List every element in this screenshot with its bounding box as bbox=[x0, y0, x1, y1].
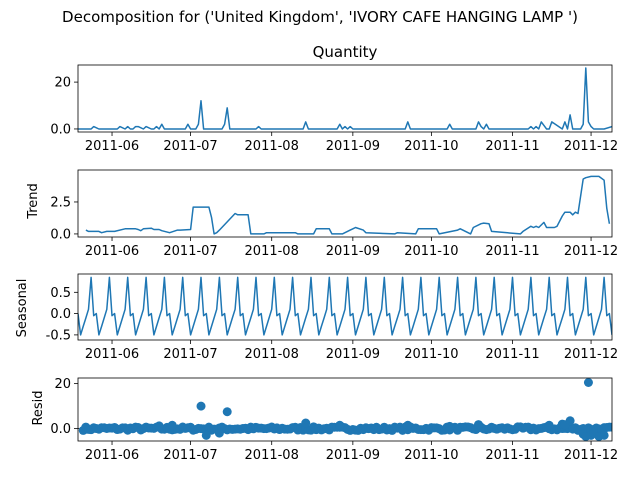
x-tick-label: 2011-10 bbox=[404, 448, 458, 463]
x-tick-label: 2011-12 bbox=[564, 347, 618, 362]
x-tick-label: 2011-09 bbox=[326, 139, 380, 154]
series-line bbox=[78, 67, 612, 130]
x-tick-label: 2011-10 bbox=[404, 347, 458, 362]
y-tick-label: 0.5 bbox=[50, 286, 71, 301]
figure-suptitle: Decomposition for ('United Kingdom', 'IV… bbox=[62, 8, 578, 26]
x-tick-label: 2011-08 bbox=[245, 244, 299, 259]
plot-area bbox=[78, 276, 612, 336]
y-tick-label: 20 bbox=[54, 76, 71, 91]
quantity-panel-title: Quantity bbox=[313, 43, 378, 61]
y-tick-label: 0.0 bbox=[50, 307, 71, 322]
x-tick-label: 2011-11 bbox=[485, 347, 539, 362]
seasonal-panel: Seasonal 2011-06 2011-07 2011-08 2011-09 201… bbox=[15, 273, 618, 362]
x-tick-label: 2011-11 bbox=[485, 139, 539, 154]
resid-point bbox=[196, 401, 206, 411]
x-tick-label: 2011-06 bbox=[85, 448, 139, 463]
x-tick-label: 2011-06 bbox=[85, 347, 139, 362]
resid-point bbox=[445, 421, 455, 431]
trend-panel: Trend 2011-06 2011-07 2011-08 2011-09 2011-1… bbox=[26, 169, 618, 259]
resid-point bbox=[214, 428, 224, 438]
resid-axis-label: Resid bbox=[31, 390, 46, 425]
x-tick-label: 2011-12 bbox=[564, 448, 618, 463]
y-tick-label: 20 bbox=[54, 377, 71, 392]
resid-point bbox=[474, 420, 483, 430]
x-tick-label: 2011-09 bbox=[326, 448, 380, 463]
x-tick-label: 2011-07 bbox=[163, 347, 217, 362]
plot-area bbox=[78, 378, 612, 441]
x-tick-label: 2011-07 bbox=[163, 139, 217, 154]
resid-panel: Resid 2011-06 2011-07 2011-08 2011-09 2011-1… bbox=[31, 377, 618, 463]
resid-point bbox=[154, 421, 164, 431]
quantity-panel: Quantity 2011-06 2011-07 2011-08 2011-09 201… bbox=[50, 43, 618, 154]
resid-point bbox=[167, 420, 177, 430]
axes-frame bbox=[77, 64, 613, 133]
x-tick-label: 2011-12 bbox=[564, 139, 618, 154]
x-tick-label: 2011-08 bbox=[245, 448, 299, 463]
resid-point bbox=[544, 420, 554, 430]
resid-point bbox=[403, 420, 413, 430]
x-tick-label: 2011-10 bbox=[404, 139, 458, 154]
resid-point bbox=[565, 416, 575, 426]
y-tick-label: 0.0 bbox=[50, 122, 71, 137]
resid-point bbox=[599, 430, 609, 440]
x-tick-label: 2011-09 bbox=[326, 244, 380, 259]
x-tick-label: 2011-09 bbox=[326, 347, 380, 362]
plot-area bbox=[85, 175, 611, 235]
axes-frame bbox=[77, 377, 613, 442]
x-tick-label: 2011-08 bbox=[245, 139, 299, 154]
x-tick-label: 2011-11 bbox=[485, 244, 539, 259]
y-tick-label: -0.5 bbox=[46, 328, 71, 343]
resid-point bbox=[301, 418, 311, 428]
series-line bbox=[85, 175, 611, 235]
x-tick-label: 2011-11 bbox=[485, 448, 539, 463]
axes-frame bbox=[77, 169, 613, 238]
seasonal-axis-label: Seasonal bbox=[15, 279, 30, 338]
y-tick-label: 2.5 bbox=[50, 195, 71, 210]
x-tick-label: 2011-12 bbox=[564, 244, 618, 259]
resid-point bbox=[583, 378, 593, 387]
x-tick-label: 2011-08 bbox=[245, 347, 299, 362]
trend-axis-label: Trend bbox=[26, 183, 41, 220]
resid-point bbox=[201, 430, 211, 440]
plot-area bbox=[78, 67, 612, 130]
y-tick-label: 0.0 bbox=[50, 227, 71, 242]
x-tick-label: 2011-07 bbox=[163, 448, 217, 463]
x-tick-label: 2011-10 bbox=[404, 244, 458, 259]
seasonal-line bbox=[78, 276, 612, 336]
x-tick-label: 2011-07 bbox=[163, 244, 217, 259]
resid-point bbox=[335, 420, 345, 430]
x-tick-label: 2011-06 bbox=[85, 244, 139, 259]
resid-point bbox=[607, 422, 612, 432]
x-tick-label: 2011-06 bbox=[85, 139, 139, 154]
y-tick-label: 0.0 bbox=[50, 422, 71, 437]
resid-point bbox=[222, 407, 232, 417]
axes-frame bbox=[77, 273, 613, 341]
